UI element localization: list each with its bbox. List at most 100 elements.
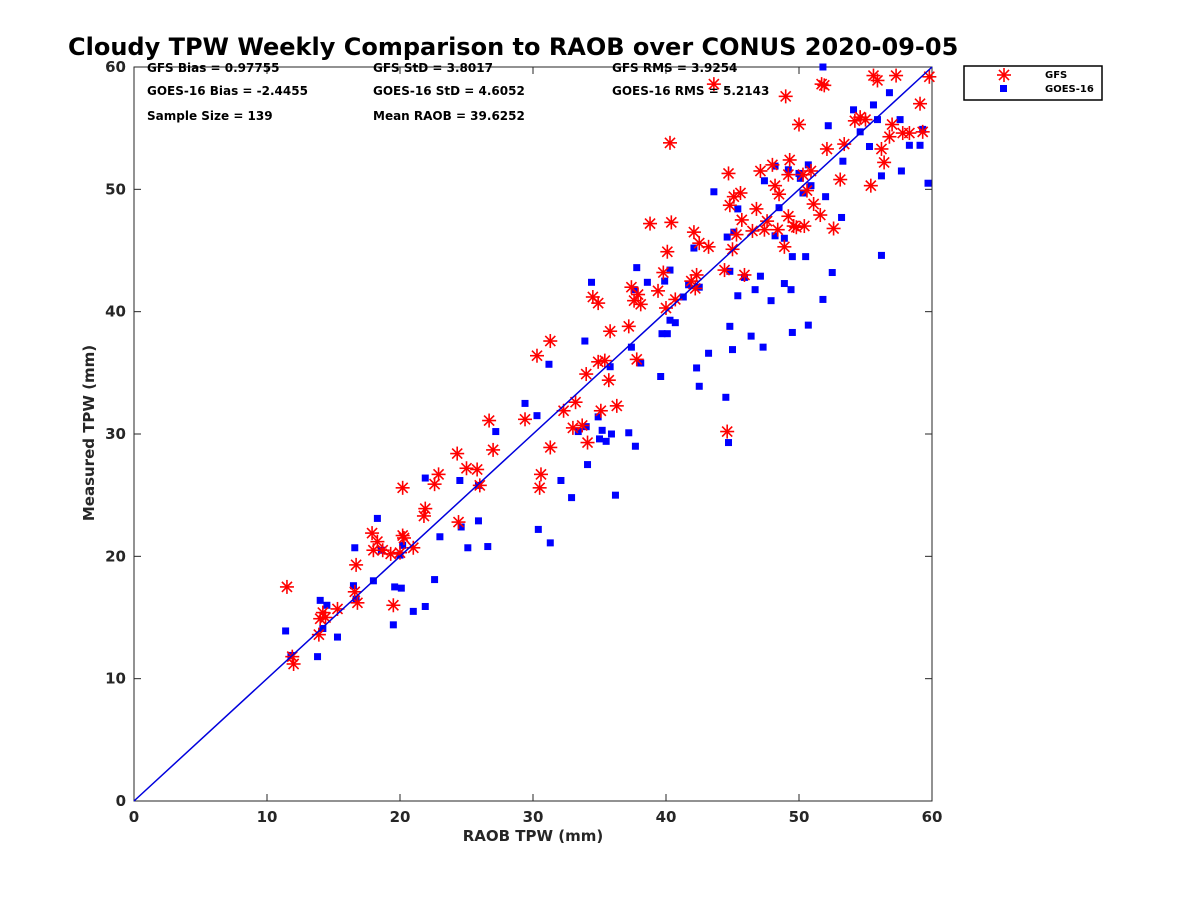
gfs-point bbox=[915, 124, 930, 139]
gfs-point bbox=[826, 221, 841, 236]
gfs-point bbox=[418, 501, 433, 516]
y-tick-label: 0 bbox=[116, 792, 126, 810]
gfs-point bbox=[721, 166, 736, 181]
goes16-point bbox=[596, 435, 603, 443]
goes16-point bbox=[391, 583, 399, 591]
goes16-point bbox=[726, 267, 734, 275]
goes16-point bbox=[695, 283, 703, 291]
gfs-point bbox=[370, 534, 385, 549]
goes16-point bbox=[723, 233, 731, 241]
goes16-point bbox=[916, 141, 924, 149]
stat-gfs-std: GFS StD = 3.8017 bbox=[373, 61, 493, 75]
gfs-point bbox=[882, 129, 897, 144]
goes16-point bbox=[666, 316, 674, 324]
one-to-one-line bbox=[133, 66, 933, 802]
gfs-point bbox=[450, 446, 465, 461]
goes16-point bbox=[457, 523, 465, 531]
goes16-point bbox=[389, 621, 397, 629]
goes16-point bbox=[314, 653, 322, 661]
goes16-point bbox=[788, 328, 796, 336]
goes16-point bbox=[690, 244, 698, 252]
gfs-point bbox=[631, 287, 646, 302]
gfs-point bbox=[629, 352, 644, 367]
gfs-point bbox=[874, 141, 889, 156]
goes16-point bbox=[666, 266, 674, 274]
gfs-point bbox=[633, 297, 648, 312]
gfs-point bbox=[532, 480, 547, 495]
goes16-point bbox=[581, 337, 589, 345]
goes16-point bbox=[760, 177, 768, 185]
gfs-point bbox=[660, 244, 675, 259]
goes16-point bbox=[877, 251, 885, 259]
goes16-point bbox=[787, 286, 795, 294]
goes16-point bbox=[397, 584, 405, 592]
gfs-point bbox=[922, 69, 937, 84]
gfs-point bbox=[470, 462, 485, 477]
goes16-point bbox=[780, 234, 788, 242]
gfs-point bbox=[318, 610, 333, 625]
stat-goes-rms: GOES-16 RMS = 5.2143 bbox=[612, 84, 769, 98]
goes16-point bbox=[492, 428, 500, 436]
gfs-point bbox=[643, 216, 658, 231]
gfs-point bbox=[902, 126, 917, 141]
goes16-point bbox=[474, 517, 482, 525]
gfs-point bbox=[734, 212, 749, 227]
gfs-point bbox=[765, 157, 780, 172]
goes16-point bbox=[710, 188, 718, 196]
goes16-point bbox=[873, 116, 881, 124]
stat-mean-raob: Mean RAOB = 39.6252 bbox=[373, 109, 525, 123]
goes16-point bbox=[751, 286, 759, 294]
legend-box bbox=[963, 65, 1103, 101]
gfs-point bbox=[781, 167, 796, 182]
goes16-point bbox=[611, 491, 619, 499]
legend-gfs-marker bbox=[997, 68, 1011, 82]
goes16-point bbox=[869, 101, 877, 109]
goes16-point bbox=[574, 428, 582, 436]
goes16-point bbox=[756, 272, 764, 280]
gfs-point bbox=[386, 598, 401, 613]
goes16-point bbox=[734, 292, 742, 300]
goes16-point bbox=[625, 429, 633, 437]
gfs-point bbox=[601, 373, 616, 388]
goes16-point bbox=[588, 278, 596, 286]
gfs-point bbox=[689, 267, 704, 282]
goes16-point bbox=[349, 582, 357, 590]
goes16-point bbox=[352, 595, 360, 603]
gfs-point bbox=[565, 420, 580, 435]
gfs-point bbox=[472, 478, 487, 493]
goes16-point bbox=[896, 116, 904, 124]
gfs-point bbox=[729, 227, 744, 242]
goes16-point bbox=[734, 205, 742, 213]
gfs-point bbox=[543, 440, 558, 455]
goes16-point bbox=[373, 514, 381, 522]
goes16-point bbox=[780, 280, 788, 288]
gfs-point bbox=[889, 68, 904, 83]
goes16-point bbox=[316, 596, 324, 604]
goes16-point bbox=[802, 253, 810, 261]
goes16-point bbox=[824, 122, 832, 130]
goes16-point bbox=[819, 63, 827, 71]
gfs-point bbox=[518, 412, 533, 427]
goes16-point bbox=[885, 89, 893, 97]
goes16-point bbox=[545, 360, 553, 368]
gfs-point bbox=[885, 117, 900, 132]
y-tick-label: 30 bbox=[105, 425, 126, 443]
legend: GFS GOES-16 bbox=[963, 65, 1103, 101]
goes16-point bbox=[679, 293, 687, 301]
goes16-point bbox=[693, 364, 701, 372]
gfs-point bbox=[568, 395, 583, 410]
goes16-point bbox=[726, 322, 734, 330]
goes16-point bbox=[607, 430, 615, 438]
gfs-point bbox=[733, 186, 748, 201]
gfs-point bbox=[575, 418, 590, 433]
gfs-point bbox=[797, 219, 812, 234]
legend-gfs-label: GFS bbox=[1045, 70, 1067, 81]
gfs-point bbox=[621, 319, 636, 334]
y-tick-label: 20 bbox=[105, 547, 126, 565]
gfs-point bbox=[782, 152, 797, 167]
goes16-point bbox=[333, 633, 341, 641]
goes16-point bbox=[557, 476, 565, 484]
goes16-point bbox=[421, 474, 429, 482]
gfs-point bbox=[863, 178, 878, 193]
